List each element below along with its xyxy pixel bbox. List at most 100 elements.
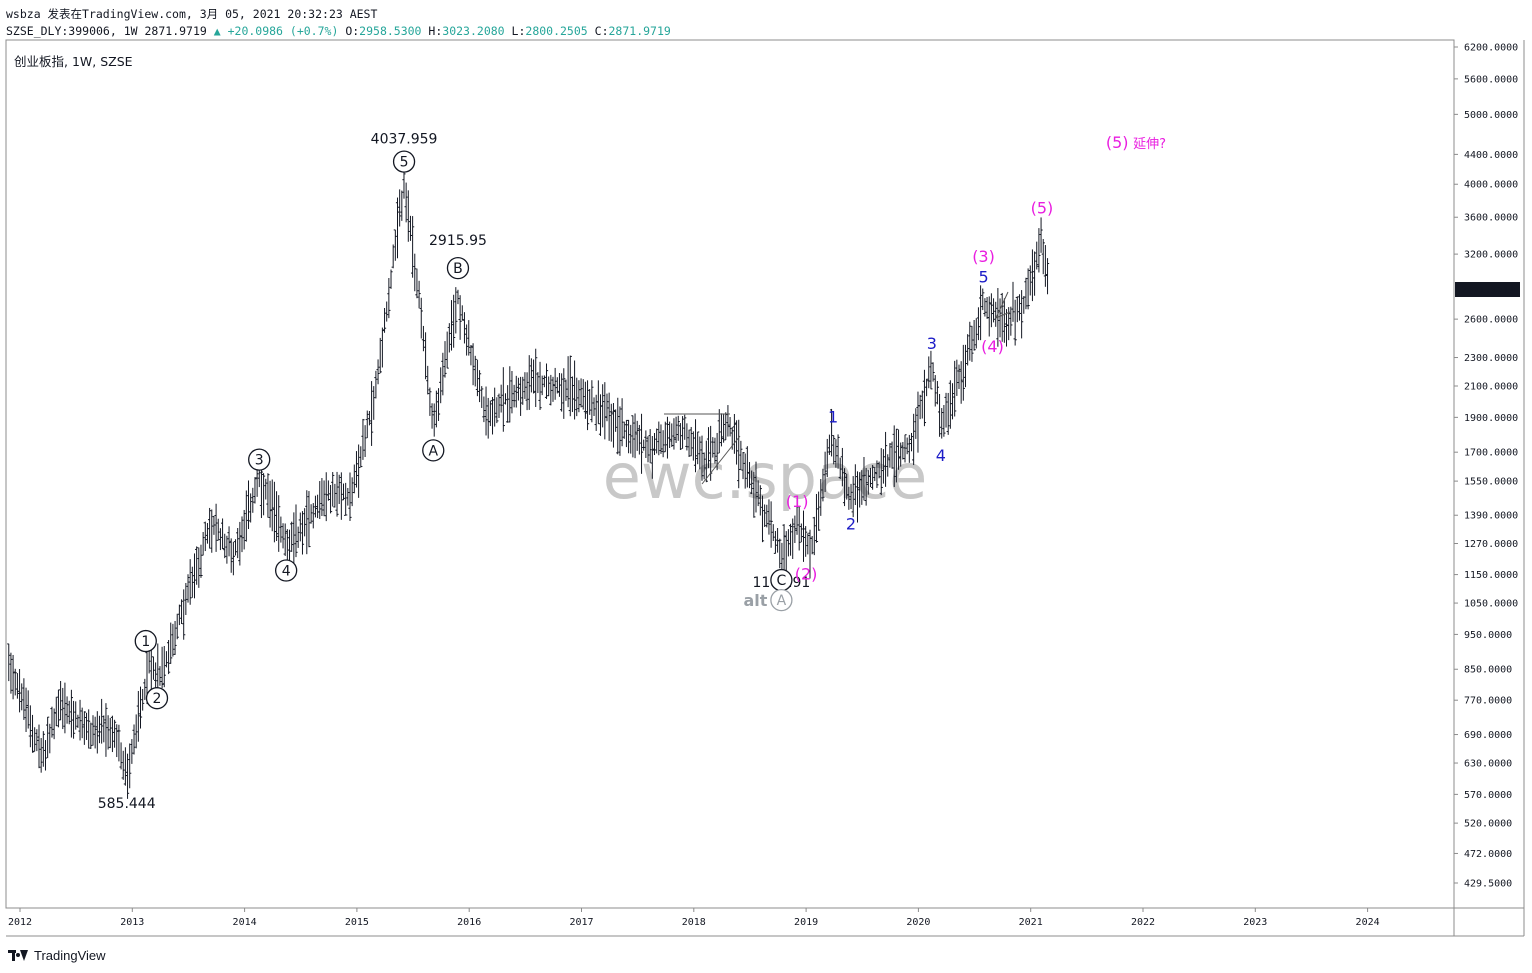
y-tick-label: 4000.0000 — [1464, 180, 1518, 191]
x-tick-label: 2014 — [233, 917, 257, 928]
high-value: 3023.2080 — [442, 24, 505, 38]
triangle-bottom-line — [701, 435, 741, 485]
wave-label: 4 — [275, 559, 298, 582]
wave-label-text: 3 — [927, 334, 937, 353]
wave-label-text: B — [453, 261, 463, 277]
price-label: 2915.95 — [429, 233, 487, 249]
wave-label-text: 1 — [828, 407, 838, 426]
wave-label-text: C — [777, 573, 787, 589]
y-tick-label: 520.0000 — [1464, 819, 1512, 830]
x-tick-label: 2015 — [345, 917, 369, 928]
drawings — [664, 291, 1011, 485]
y-tick-label: 1270.0000 — [1464, 539, 1518, 550]
ohlc-legend: SZSE_DLY:399006, 1W 2871.9719 ▲ +20.0986… — [6, 24, 671, 38]
y-tick-label: 850.0000 — [1464, 665, 1512, 676]
y-tick-label: 4400.0000 — [1464, 150, 1518, 161]
x-tick-label: 2012 — [8, 917, 32, 928]
wave-label-circle — [275, 559, 298, 582]
wave-label-text: (4) — [981, 337, 1004, 356]
wave-label-text: 4 — [282, 564, 291, 580]
wave-label-text: 2 — [846, 514, 856, 533]
wave-label-circle — [770, 588, 793, 612]
y-tick-label: 950.0000 — [1464, 630, 1512, 641]
wave-label: 5 — [978, 267, 988, 286]
wave-label-text: 5 — [400, 155, 409, 171]
wave-label-text: A — [777, 593, 787, 609]
ohlc-bars — [7, 172, 1050, 799]
wave-label-circle — [422, 439, 445, 462]
wave-label-prefix: alt — [743, 591, 767, 610]
wave-label: (5) — [1031, 199, 1054, 218]
wave-label: 5 — [392, 150, 416, 173]
low-label: L: — [511, 24, 526, 38]
change-value: ▲ +20.0986 (+0.7%) — [213, 24, 339, 38]
y-tick-label: 2100.0000 — [1464, 382, 1518, 393]
low-value: 2800.2505 — [525, 24, 588, 38]
wave-label-text: (5) — [1106, 133, 1129, 152]
wave-label: (1) — [786, 492, 809, 511]
y-tick-label: 3200.0000 — [1464, 250, 1518, 261]
wave-label: (4) — [981, 337, 1004, 356]
wave-label-suffix: 延伸? — [1133, 137, 1166, 152]
wave-label: (2) — [795, 565, 818, 584]
chart-pane[interactable] — [5, 39, 1455, 909]
last-price-bg — [1455, 282, 1520, 297]
price-label: 4037.959 — [371, 131, 438, 147]
y-tick-label: 472.0000 — [1464, 849, 1512, 860]
price-axis[interactable]: 6200.0000 5600.0000 5000.0000 4400.0000 4000… — [1454, 43, 1518, 890]
x-tick-label: 2016 — [457, 917, 481, 928]
watermark: ewc.space — [603, 440, 928, 513]
wave-label: (5) 延伸? — [1106, 133, 1166, 152]
time-axis[interactable]: 2012 2013 2014 2015 2016 2017 2018 2019 2020 2021… — [8, 908, 1380, 928]
last-price-label: 2871.9719 — [1461, 286, 1515, 297]
wave-label-text: 1 — [141, 634, 150, 650]
wave-label-circle — [134, 629, 157, 653]
wave-label: 1 — [828, 407, 838, 426]
wave-label: C — [770, 568, 793, 592]
wave-label-text: (2) — [795, 565, 818, 584]
y-tick-label: 1150.0000 — [1464, 570, 1518, 581]
wave-label: 4 — [936, 446, 946, 465]
wave-label-text: (1) — [786, 492, 809, 511]
wave-label-circle — [392, 150, 416, 173]
wave-label: 3 — [927, 334, 937, 353]
wave-label-text: 3 — [255, 453, 264, 469]
open-value: 2958.5300 — [359, 24, 422, 38]
y-tick-label: 1900.0000 — [1464, 413, 1518, 424]
tradingview-logo[interactable]: TradingView — [8, 945, 106, 965]
publish-info: wsbza 发表在TradingView.com, 3月 05, 2021 20… — [6, 6, 377, 22]
small-triangle-upper — [995, 291, 1009, 319]
y-tick-label: 1050.0000 — [1464, 599, 1518, 610]
x-tick-label: 2024 — [1356, 917, 1380, 928]
high-label: H: — [428, 24, 443, 38]
x-tick-label: 2013 — [120, 917, 144, 928]
y-tick-label: 1700.0000 — [1464, 448, 1518, 459]
wave-label: (3) — [972, 247, 995, 266]
y-tick-label: 1550.0000 — [1464, 477, 1518, 488]
wave-label-circle — [145, 687, 169, 710]
tradingview-brand: TradingView — [34, 947, 106, 963]
wave-label-text: 2 — [153, 691, 162, 707]
publish-line: wsbza 发表在TradingView.com, 3月 05, 2021 20… — [6, 7, 378, 21]
close-value: 2871.9719 — [608, 24, 671, 38]
symbol-label: SZSE_DLY:399006, 1W — [6, 24, 138, 38]
wave-label: 2 — [846, 514, 856, 533]
wave-label-circle — [446, 256, 470, 280]
x-tick-label: 2020 — [906, 917, 930, 928]
close-label: C: — [594, 24, 609, 38]
x-tick-label: 2019 — [794, 917, 818, 928]
small-triangle-lower — [995, 311, 1011, 319]
y-tick-label: 570.0000 — [1464, 790, 1512, 801]
wave-label-text: (3) — [972, 247, 995, 266]
y-tick-label: 3600.0000 — [1464, 213, 1518, 224]
x-tick-label: 2018 — [682, 917, 706, 928]
last-price-marker: 2871.9719 — [1455, 282, 1520, 297]
y-tick-label: 770.0000 — [1464, 696, 1512, 707]
wave-label: 2 — [145, 687, 169, 710]
last-value: 2871.9719 — [144, 24, 207, 38]
y-tick-label: 1390.0000 — [1464, 511, 1518, 522]
y-tick-label: 630.0000 — [1464, 759, 1512, 770]
